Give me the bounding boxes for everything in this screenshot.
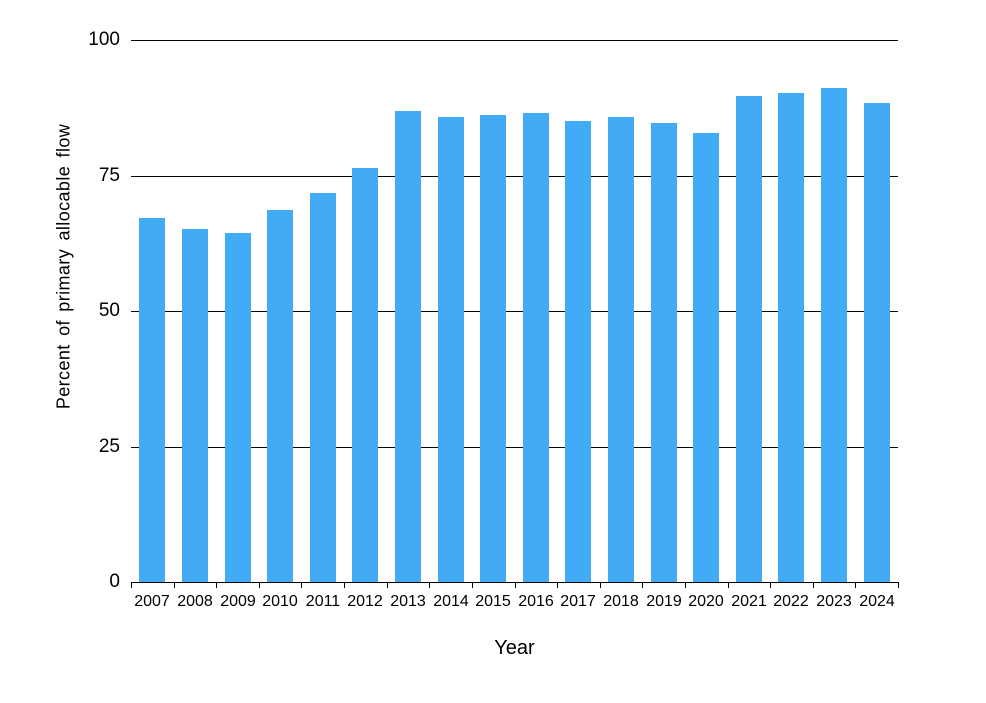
bar-2021 (736, 96, 762, 582)
x-tick-mark (301, 582, 302, 588)
bar-2007 (139, 218, 165, 582)
bar-2018 (608, 117, 634, 582)
x-tick-label-2019: 2019 (646, 593, 682, 610)
x-tick-mark (344, 582, 345, 588)
gridline-y-25 (131, 447, 898, 448)
x-tick-mark (685, 582, 686, 588)
x-tick-label-2009: 2009 (220, 593, 256, 610)
bar-2023 (821, 88, 847, 582)
x-tick-mark (557, 582, 558, 588)
x-tick-label-2010: 2010 (262, 593, 298, 610)
y-tick-label-25: 25 (98, 436, 120, 457)
x-tick-mark (174, 582, 175, 588)
y-tick-label-50: 50 (98, 300, 120, 321)
bar-2019 (651, 123, 677, 582)
x-tick-label-2012: 2012 (347, 593, 383, 610)
bar-2015 (480, 115, 506, 582)
x-tick-mark (472, 582, 473, 588)
x-tick-label-2021: 2021 (731, 593, 767, 610)
x-tick-mark (216, 582, 217, 588)
bar-2009 (225, 233, 251, 582)
bar-2011 (310, 193, 336, 582)
x-tick-label-2020: 2020 (688, 593, 724, 610)
bar-2024 (864, 103, 890, 582)
x-tick-label-2011: 2011 (305, 593, 341, 610)
x-tick-mark (642, 582, 643, 588)
x-tick-label-2008: 2008 (177, 593, 213, 610)
bar-2016 (523, 113, 549, 582)
bar-2020 (693, 133, 719, 582)
x-tick-label-2018: 2018 (603, 593, 639, 610)
x-tick-label-2017: 2017 (560, 593, 596, 610)
bar-2008 (182, 229, 208, 582)
y-tick-label-100: 100 (88, 29, 120, 50)
x-tick-label-2014: 2014 (433, 593, 469, 610)
x-tick-mark (259, 582, 260, 588)
y-tick-label-75: 75 (98, 165, 120, 186)
bar-2013 (395, 111, 421, 582)
x-tick-label-2023: 2023 (816, 593, 852, 610)
x-tick-mark (515, 582, 516, 588)
x-tick-label-2022: 2022 (773, 593, 809, 610)
bar-2017 (565, 121, 591, 582)
bar-2014 (438, 117, 464, 582)
x-tick-mark (429, 582, 430, 588)
x-tick-label-2015: 2015 (475, 593, 511, 610)
x-axis-line (131, 582, 899, 583)
x-tick-mark (131, 582, 132, 588)
bar-2012 (352, 168, 378, 582)
bar-2022 (778, 93, 804, 582)
x-tick-mark (770, 582, 771, 588)
gridline-y-75 (131, 176, 898, 177)
x-tick-label-2016: 2016 (518, 593, 554, 610)
bar-2010 (267, 210, 293, 582)
x-tick-mark (898, 582, 899, 588)
gridline-y-100 (131, 40, 898, 41)
y-axis-title: Percent of primary allocable flow (53, 123, 74, 410)
x-tick-mark (855, 582, 856, 588)
y-tick-label-0: 0 (109, 571, 120, 592)
x-tick-mark (387, 582, 388, 588)
x-axis-title: Year (494, 637, 535, 659)
x-tick-label-2007: 2007 (134, 593, 170, 610)
x-tick-mark (728, 582, 729, 588)
x-tick-mark (813, 582, 814, 588)
x-tick-mark (600, 582, 601, 588)
x-tick-label-2013: 2013 (390, 593, 426, 610)
gridline-y-50 (131, 311, 898, 312)
x-tick-label-2024: 2024 (859, 593, 895, 610)
